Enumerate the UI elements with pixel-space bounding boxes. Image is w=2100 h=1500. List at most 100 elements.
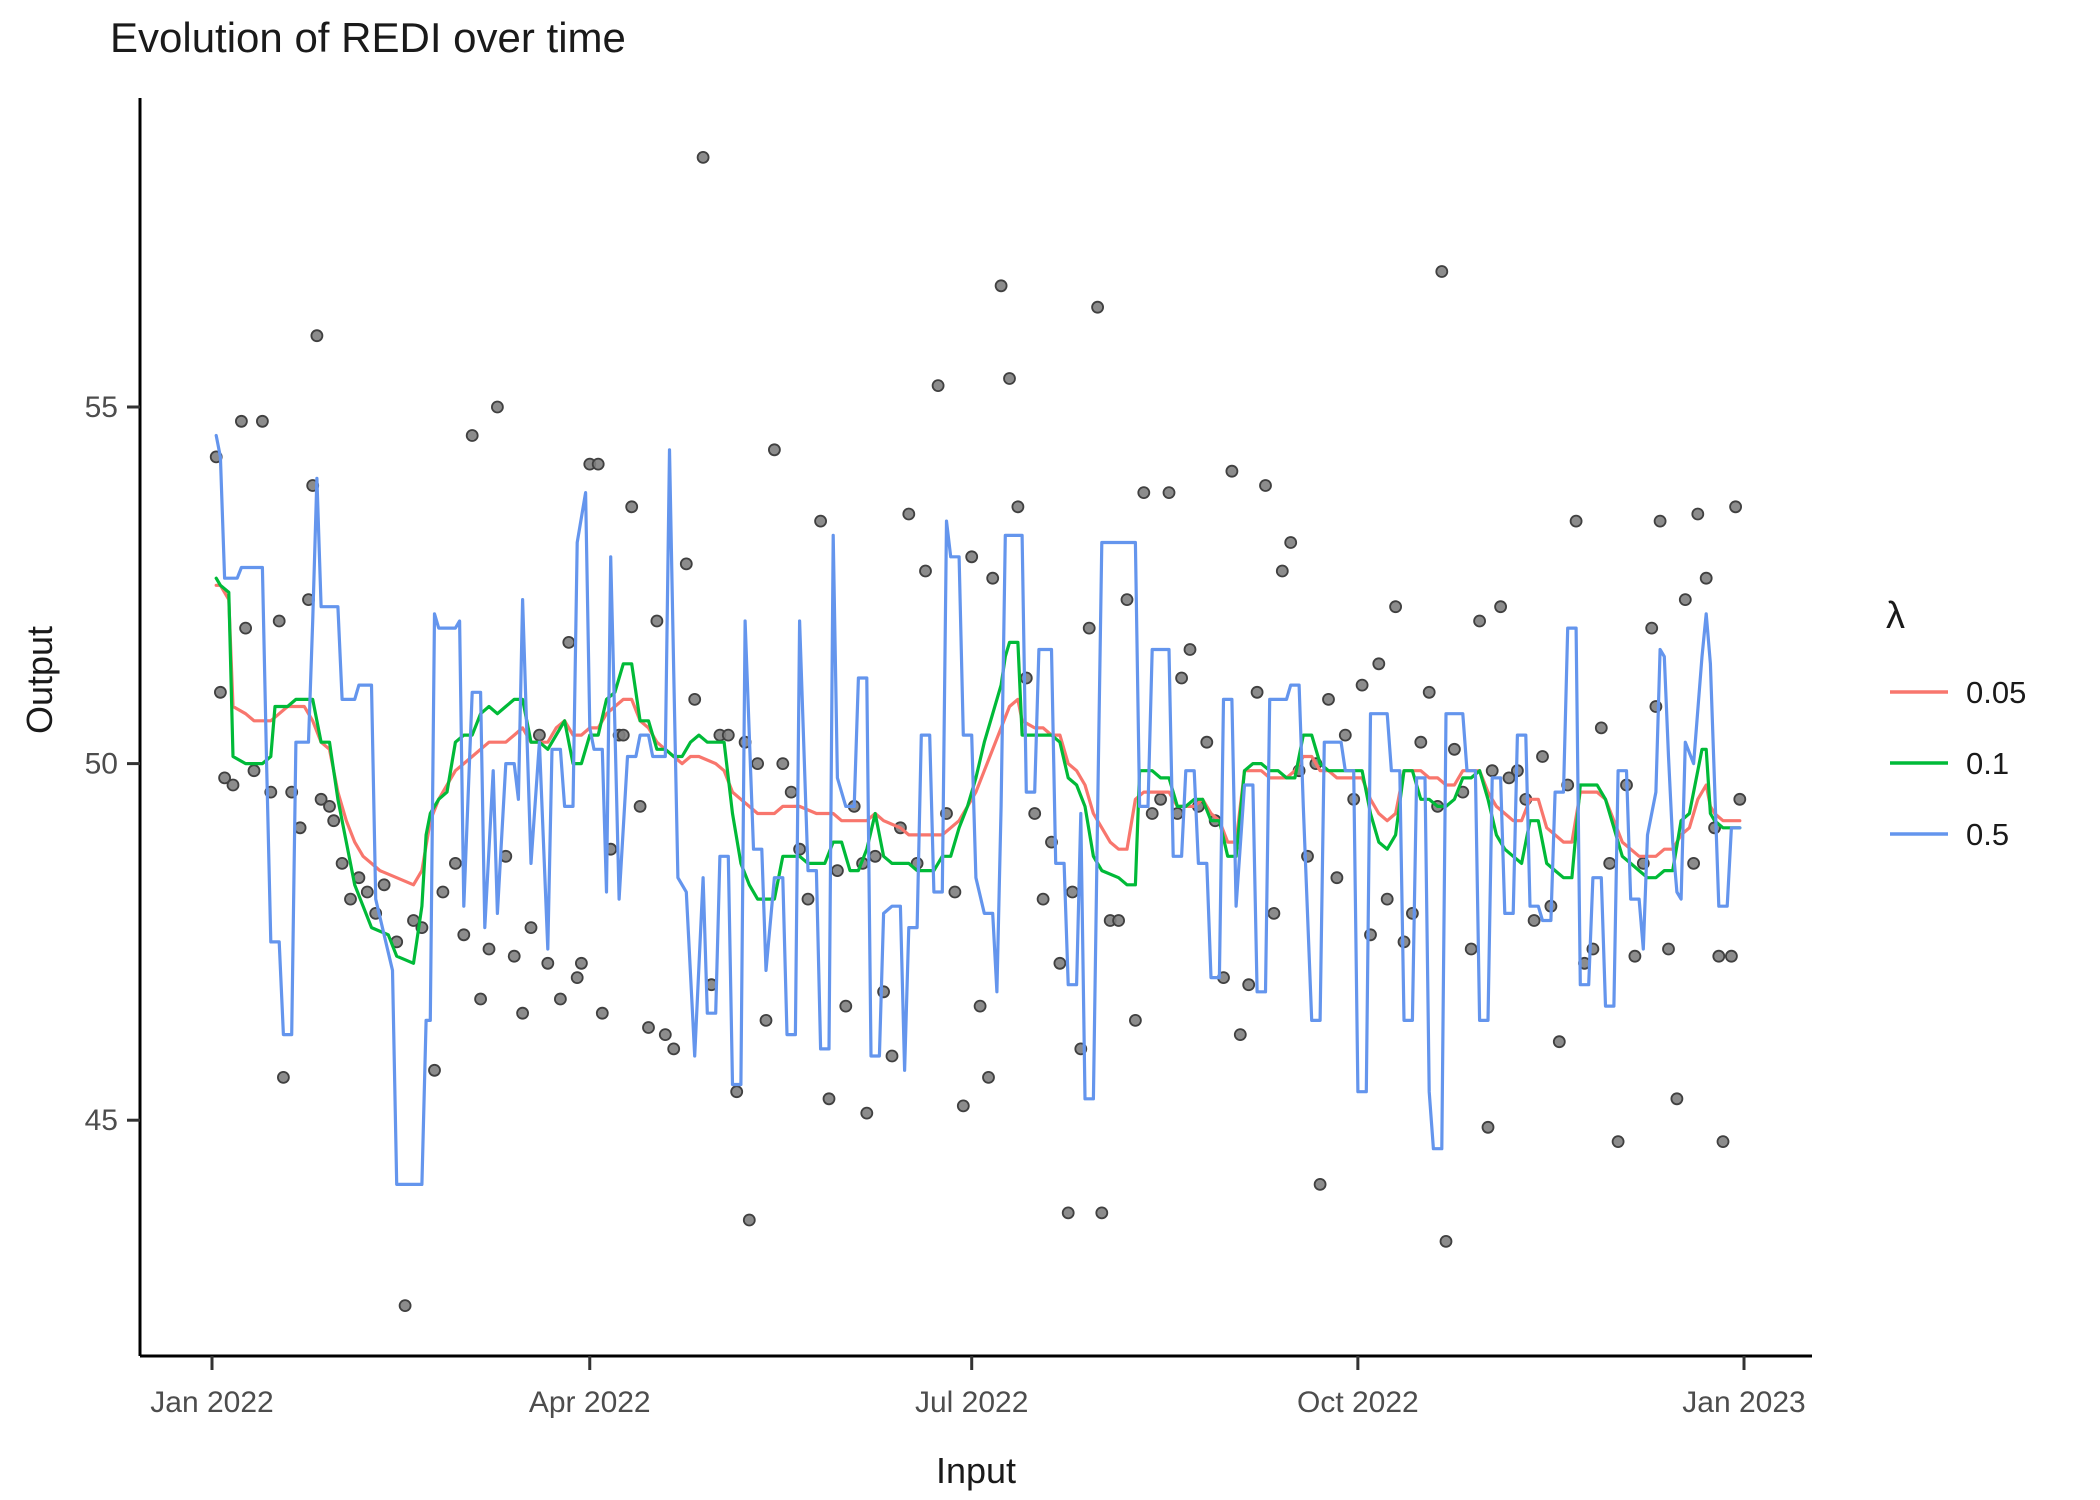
observation-point bbox=[688, 693, 702, 706]
observation-point bbox=[1061, 1206, 1075, 1220]
observation-point bbox=[1250, 685, 1264, 699]
series-layer bbox=[214, 433, 1742, 1187]
observation-point bbox=[956, 1099, 970, 1113]
observation-point bbox=[490, 400, 504, 414]
observation-point bbox=[1662, 942, 1675, 956]
observation-point bbox=[360, 885, 374, 899]
observation-point bbox=[1628, 949, 1642, 963]
observation-point bbox=[751, 757, 764, 770]
observation-point bbox=[1066, 885, 1079, 899]
observation-point bbox=[239, 621, 253, 635]
observation-point bbox=[276, 1071, 290, 1084]
observation-point bbox=[595, 1006, 609, 1020]
observation-point bbox=[860, 1106, 874, 1120]
observation-point bbox=[1687, 857, 1700, 870]
legend-items: 0.05 0.1 0.5 bbox=[1890, 675, 2026, 852]
observation-point bbox=[1259, 479, 1272, 492]
observation-point bbox=[1729, 500, 1742, 514]
observation-point bbox=[831, 864, 844, 877]
observation-point bbox=[1028, 807, 1042, 820]
observation-point bbox=[1019, 671, 1033, 685]
observation-point bbox=[1380, 892, 1394, 906]
observation-point bbox=[272, 614, 286, 628]
observation-point bbox=[1389, 600, 1402, 614]
observation-point bbox=[839, 999, 853, 1013]
observation-point bbox=[1053, 956, 1067, 970]
y-tick-label: 45 bbox=[85, 1104, 118, 1137]
observation-point bbox=[314, 792, 328, 806]
observation-point bbox=[822, 1092, 836, 1106]
observation-point bbox=[323, 800, 336, 813]
observation-point bbox=[625, 500, 639, 514]
observation-point bbox=[398, 1299, 412, 1312]
observation-point bbox=[1137, 486, 1151, 500]
observation-point bbox=[1485, 764, 1499, 778]
y-tick-label: 50 bbox=[85, 748, 118, 781]
observation-point bbox=[633, 800, 647, 813]
observation-point bbox=[533, 728, 546, 742]
observation-point bbox=[1733, 792, 1747, 806]
observation-point bbox=[1645, 621, 1659, 635]
observation-point bbox=[1536, 750, 1549, 763]
observation-point bbox=[474, 992, 488, 1006]
observation-point bbox=[377, 878, 391, 892]
observation-point bbox=[1338, 728, 1352, 742]
observation-point bbox=[1691, 507, 1705, 521]
legend: λ 0.05 0.1 0.5 bbox=[1886, 595, 2026, 852]
observation-point bbox=[1552, 1035, 1566, 1049]
observation-point bbox=[1422, 685, 1436, 699]
observation-point bbox=[1355, 678, 1369, 692]
observation-point bbox=[516, 1006, 529, 1020]
observation-point bbox=[658, 1028, 672, 1041]
observation-point bbox=[1481, 1120, 1495, 1134]
observation-point bbox=[1603, 857, 1617, 870]
observation-point bbox=[931, 379, 945, 393]
observation-point bbox=[994, 279, 1008, 293]
observation-point bbox=[255, 414, 269, 428]
observation-point bbox=[642, 1021, 655, 1034]
y-tick-label: 55 bbox=[85, 391, 118, 424]
observation-point bbox=[1372, 657, 1386, 671]
observation-point bbox=[1003, 372, 1016, 385]
observation-point bbox=[1716, 1135, 1730, 1148]
observation-point bbox=[650, 614, 664, 628]
observation-point bbox=[507, 949, 521, 963]
observation-point bbox=[1112, 914, 1125, 927]
observation-point bbox=[965, 550, 979, 564]
observation-point bbox=[759, 1014, 773, 1027]
observation-point bbox=[1670, 1092, 1684, 1106]
observation-point bbox=[234, 414, 248, 428]
legend-label-0.1: 0.1 bbox=[1966, 746, 2009, 781]
observation-point bbox=[868, 849, 882, 863]
legend-label-0.5: 0.5 bbox=[1966, 817, 2009, 852]
observation-point bbox=[1414, 735, 1428, 749]
observation-point bbox=[784, 785, 798, 799]
x-tick-label: Jan 2023 bbox=[1682, 1386, 1805, 1419]
series-line-lambda-0.5 bbox=[214, 433, 1742, 1187]
observation-point bbox=[524, 921, 538, 934]
observation-point bbox=[1502, 771, 1516, 785]
observation-point bbox=[742, 1213, 756, 1227]
observation-point bbox=[768, 443, 781, 457]
observation-point bbox=[885, 1049, 899, 1063]
observation-point bbox=[1611, 1135, 1625, 1148]
observation-point bbox=[616, 728, 630, 742]
observation-point bbox=[562, 636, 576, 649]
observation-point bbox=[213, 685, 227, 699]
observation-point bbox=[1494, 600, 1507, 614]
observation-point bbox=[1095, 1206, 1109, 1220]
y-axis: 45 50 55 bbox=[85, 391, 140, 1137]
observation-point bbox=[575, 956, 588, 970]
observation-point bbox=[1091, 300, 1104, 314]
observation-point bbox=[344, 892, 357, 906]
observation-point bbox=[457, 928, 471, 942]
observation-point bbox=[1162, 486, 1176, 500]
observation-point bbox=[1653, 514, 1667, 528]
plot-title: Evolution of REDI over time bbox=[110, 14, 626, 61]
observation-point bbox=[1435, 265, 1449, 278]
observation-point bbox=[1145, 807, 1159, 820]
observation-point bbox=[1678, 593, 1692, 606]
observation-point bbox=[1313, 1178, 1327, 1191]
observation-point bbox=[1439, 1235, 1453, 1248]
